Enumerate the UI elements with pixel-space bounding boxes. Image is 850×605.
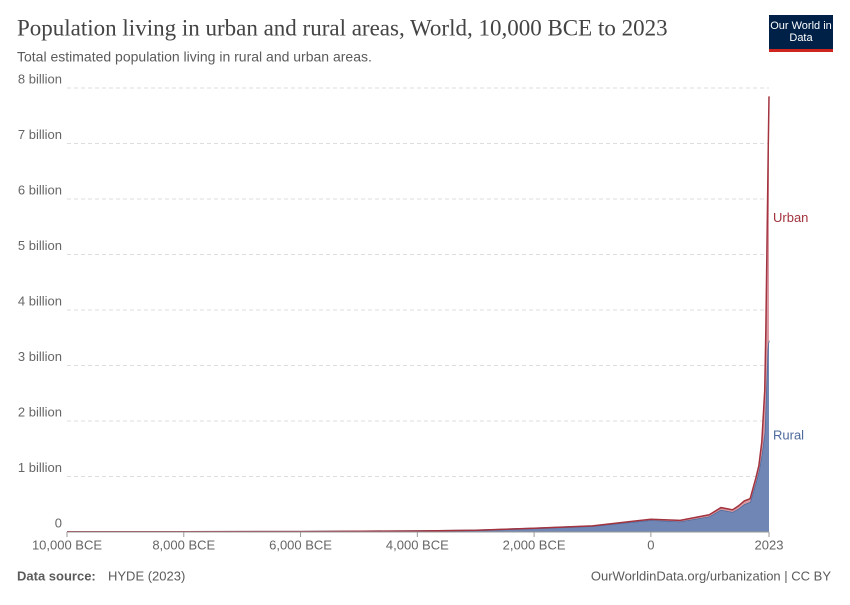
area-line (66, 340, 770, 533)
x-tick-label: 2023 (755, 537, 784, 552)
y-tick-label: 6 billion (18, 182, 62, 197)
y-tick-label: 4 billion (18, 293, 62, 308)
y-tick-label: 8 billion (18, 71, 62, 86)
x-tick-label: 6,000 BCE (269, 537, 332, 552)
area-fill (67, 340, 769, 532)
legend-label: Urban (773, 210, 808, 225)
x-tick-label: 2,000 BCE (503, 537, 566, 552)
y-tick-label: 3 billion (18, 349, 62, 364)
y-tick-label: 0 (55, 515, 62, 530)
y-tick-label: 1 billion (18, 460, 62, 475)
logo-text[interactable]: Our World in Data (770, 20, 832, 44)
area-line (66, 96, 770, 533)
x-tick-label: 4,000 BCE (386, 537, 449, 552)
source-label: Data source: (17, 568, 96, 583)
area-fill (67, 96, 769, 532)
chart-subtitle: Total estimated population living in rur… (17, 49, 372, 65)
x-tick-label: 8,000 BCE (152, 537, 215, 552)
source: HYDE (2023) (108, 568, 185, 583)
y-tick-label: 7 billion (18, 127, 62, 142)
logo-stripe (769, 49, 833, 52)
logo-box[interactable] (769, 15, 833, 52)
legend-label: Rural (773, 428, 804, 443)
logo-wrap: Our World in Data (770, 20, 832, 44)
chart-title: Population living in urban and rural are… (17, 15, 668, 40)
x-tick-label: 10,000 BCE (32, 537, 102, 552)
footer-link[interactable]: OurWorldinData.org/urbanization | CC BY (591, 568, 831, 583)
y-tick-label: 2 billion (18, 404, 62, 419)
y-tick-label: 5 billion (18, 238, 62, 253)
x-tick-label: 0 (647, 537, 654, 552)
